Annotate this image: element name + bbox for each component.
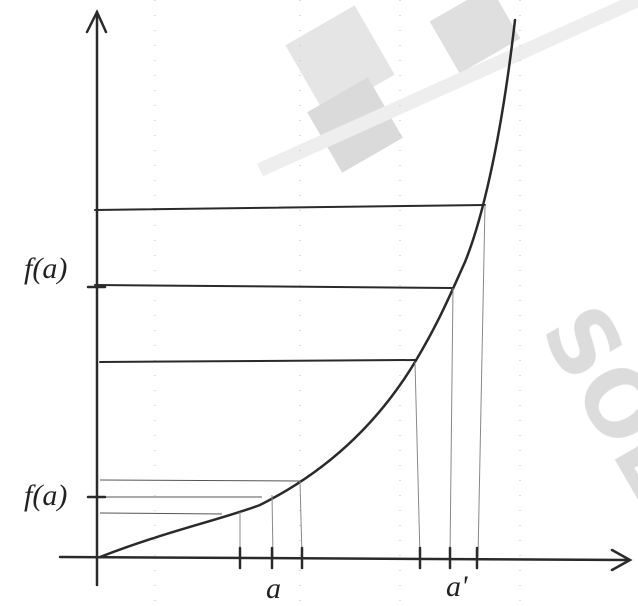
level-line (100, 513, 222, 514)
page: SOL f(a) f(a) a a' (() => { const data =… (0, 0, 638, 606)
ticks (88, 287, 477, 568)
drop-line (450, 288, 453, 557)
drop-line (300, 481, 302, 557)
diagram: SOL f(a) f(a) a a' (0, 0, 638, 606)
level-line (95, 205, 485, 210)
level-line (95, 285, 453, 288)
y-label-lower: f(a) (24, 479, 67, 512)
x-label-a-prime: a' (446, 570, 468, 603)
drop-line (415, 362, 420, 557)
watermark: SOL (260, 0, 638, 513)
x-label-a: a (266, 572, 281, 605)
drop-line (478, 205, 485, 557)
y-label-upper: f(a) (24, 252, 67, 285)
watermark-text: SOL (521, 289, 638, 514)
level-line (100, 360, 415, 362)
level-line (100, 480, 300, 481)
x-axis (60, 557, 630, 560)
